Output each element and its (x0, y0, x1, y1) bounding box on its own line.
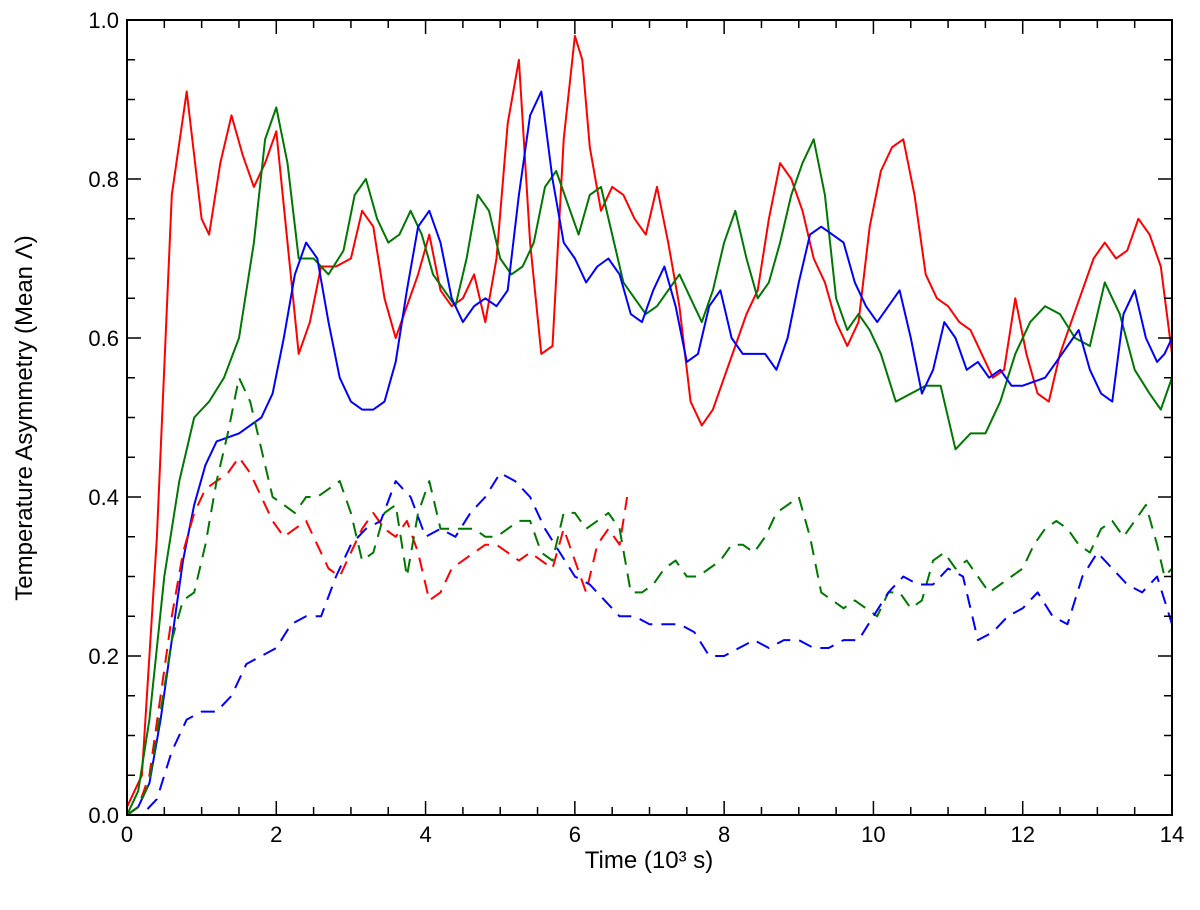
axis-ticks (126, 19, 1173, 816)
y-tick-label: 0.8 (88, 167, 119, 192)
series-line-3 (126, 90, 1173, 816)
y-tick-label: 0.6 (88, 326, 119, 351)
y-tick-label: 0.4 (88, 485, 119, 510)
x-tick-label: 8 (718, 822, 730, 847)
plot-frame (126, 19, 1173, 816)
x-axis-title: Time (10³ s) (585, 847, 713, 874)
y-tick-label: 0.0 (88, 803, 119, 828)
x-tick-label: 2 (270, 822, 282, 847)
x-tick-label: 4 (419, 822, 431, 847)
x-tick-label: 6 (569, 822, 581, 847)
x-tick-label: 14 (1160, 822, 1184, 847)
x-tick-label: 0 (121, 822, 133, 847)
series-line-6 (127, 472, 1173, 816)
series-line-4 (126, 456, 629, 816)
series-line-5 (126, 376, 1173, 816)
y-axis-title: Temperature Asymmetry (Mean Λ) (11, 235, 38, 600)
y-tick-label: 0.2 (88, 644, 119, 669)
series-line-1 (126, 34, 1173, 808)
tick-labels: 0 2 4 6 8 10 12 14 0.0 0.2 0.4 0.6 0.8 1.0 (88, 8, 1184, 847)
series-line-2 (126, 106, 1173, 816)
x-tick-label: 12 (1010, 822, 1034, 847)
y-tick-label: 1.0 (88, 8, 119, 33)
x-tick-label: 10 (861, 822, 885, 847)
series-lines (126, 34, 1173, 816)
